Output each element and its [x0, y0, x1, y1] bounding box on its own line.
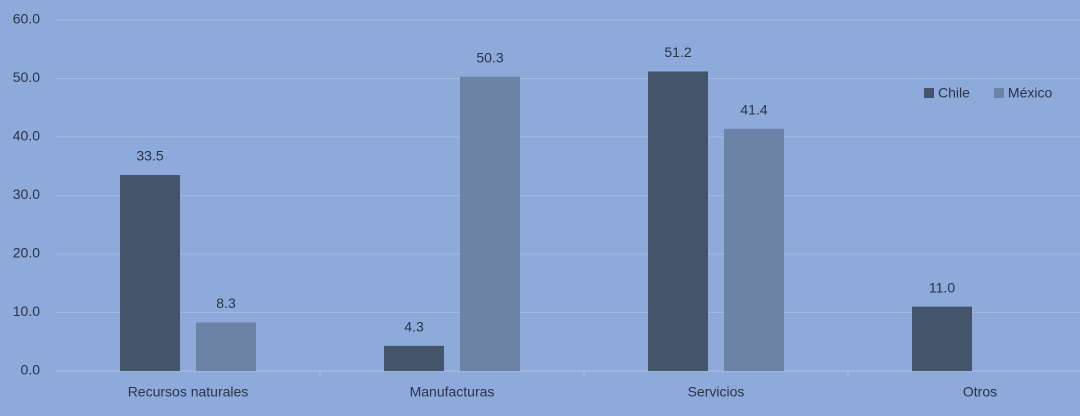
- data-label: 4.3: [404, 319, 424, 335]
- x-tick-label: Manufacturas: [410, 384, 495, 400]
- data-label: 41.4: [740, 102, 767, 118]
- legend-swatch: [993, 88, 1004, 98]
- y-tick-label: 0.0: [21, 362, 41, 378]
- data-label: 11.0: [929, 279, 955, 295]
- bar: [724, 128, 784, 371]
- bar: [196, 322, 256, 371]
- x-tick-label: Otros: [963, 384, 997, 400]
- y-tick-label: 50.0: [13, 69, 40, 85]
- x-tick-label: Recursos naturales: [128, 384, 249, 400]
- data-label: 50.3: [476, 49, 503, 65]
- bar: [648, 71, 708, 371]
- legend-label: México: [1008, 85, 1053, 101]
- x-tick-label: Servicios: [688, 384, 745, 400]
- data-label: 51.2: [664, 44, 691, 60]
- data-label: 33.5: [136, 148, 163, 164]
- y-tick-label: 60.0: [13, 11, 40, 27]
- data-label: 8.3: [216, 295, 236, 311]
- y-tick-label: 10.0: [13, 303, 40, 319]
- y-tick-label: 40.0: [13, 128, 40, 144]
- bar: [384, 345, 444, 371]
- y-tick-label: 20.0: [13, 245, 40, 261]
- legend-swatch: [924, 88, 934, 98]
- y-tick-label: 30.0: [13, 186, 40, 202]
- legend-label: Chile: [938, 85, 970, 101]
- bar: [912, 306, 972, 371]
- bar: [120, 175, 180, 371]
- bar: [460, 76, 520, 372]
